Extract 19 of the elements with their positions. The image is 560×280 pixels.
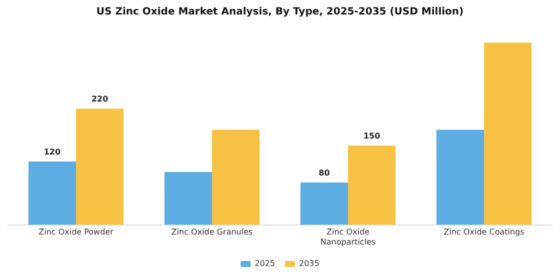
x-tick-label: Zinc Oxide Granules: [171, 228, 253, 237]
x-tick-label: Zinc Oxide Nanoparticles: [320, 228, 376, 246]
data-label: 80: [318, 168, 330, 178]
bar: [164, 172, 212, 225]
legend-label: 2025: [254, 259, 275, 268]
x-tick-label: Zinc Oxide Powder: [38, 228, 114, 237]
bar: [436, 130, 484, 225]
chart-title: US Zinc Oxide Market Analysis, By Type, 2025-2035 (USD Million): [96, 6, 464, 18]
bar: [348, 146, 396, 225]
data-label: 120: [44, 148, 61, 157]
bar: [76, 108, 124, 225]
bar: [300, 182, 348, 225]
bar: [212, 130, 260, 225]
x-tick-label: Zinc Oxide Coatings: [444, 228, 524, 237]
data-label: 150: [363, 132, 381, 141]
data-label: 220: [91, 94, 109, 104]
legend-label: 2035: [299, 259, 320, 268]
bar: [28, 161, 76, 225]
bar: [484, 42, 532, 225]
